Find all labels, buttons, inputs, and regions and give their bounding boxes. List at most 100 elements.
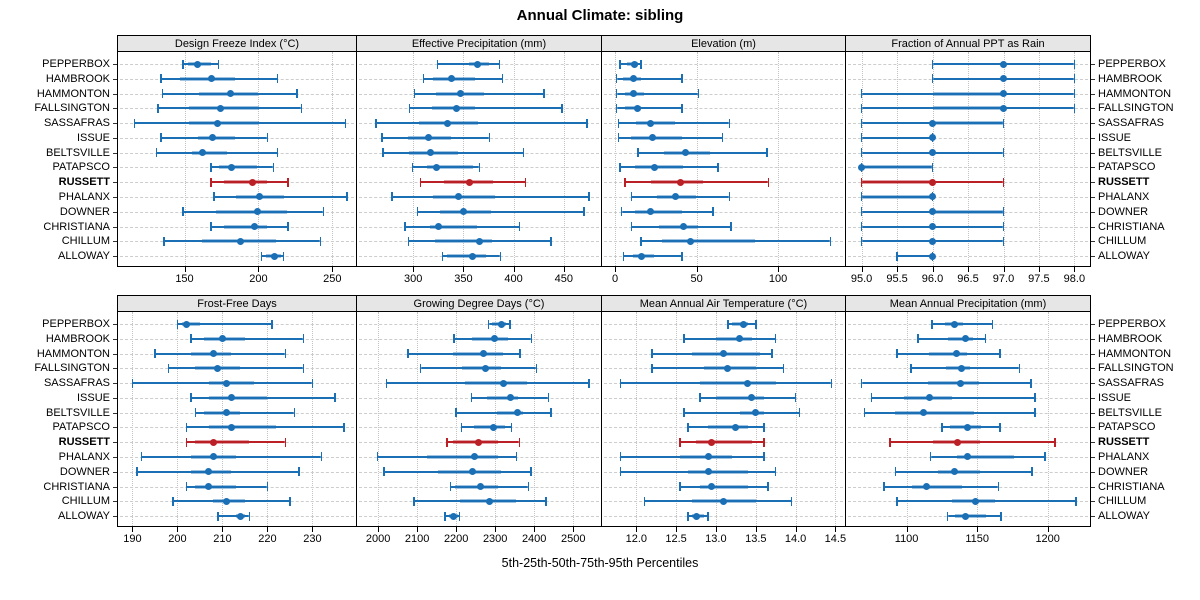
whisker-cap — [302, 363, 305, 373]
whisker-pepperbox — [932, 323, 993, 325]
whisker-christiana — [680, 485, 768, 488]
panel-strip-mean-annual-precipitation-mm-: Mean Annual Precipitation (mm) — [845, 295, 1091, 311]
grid-hline — [604, 516, 843, 517]
whisker-patapsco — [688, 426, 764, 429]
whisker-cap — [860, 118, 863, 128]
whisker-cap — [413, 89, 415, 98]
grid-hline — [604, 64, 843, 65]
whisker-cap — [717, 162, 719, 172]
whisker-cap — [782, 363, 785, 373]
iqr-bar-pepperbox — [731, 322, 748, 326]
whisker-cap — [346, 192, 348, 202]
grid-vline — [932, 52, 934, 266]
whisker-cap — [1018, 363, 1021, 373]
median-dot-phalanx — [471, 453, 478, 461]
iqr-bar-fallsington — [946, 366, 971, 371]
grid-vline — [413, 52, 415, 266]
whisker-cap — [176, 319, 179, 329]
iqr-bar-christiana — [455, 484, 498, 489]
whisker-cap — [161, 89, 164, 98]
whisker-russett — [447, 441, 520, 444]
iqr-bar-phalanx — [861, 194, 933, 199]
whisker-sassafras — [620, 382, 832, 385]
whisker-phalanx — [214, 195, 348, 198]
x-axis-tick-label: 210 — [213, 533, 232, 545]
whisker-cap — [941, 422, 943, 432]
iqr-bar-hammonton — [932, 91, 1004, 96]
whisker-cap — [860, 192, 863, 202]
median-dot-issue — [748, 394, 756, 402]
site-label-right-alloway: ALLOWAY — [1098, 510, 1150, 522]
whisker-downer — [895, 470, 1033, 473]
median-dot-patapsco — [227, 423, 235, 431]
y-axis-tick-left — [113, 383, 117, 385]
y-axis-tick-left — [113, 137, 117, 139]
whisker-cap — [767, 177, 770, 187]
whisker-cap — [1002, 118, 1005, 128]
median-dot-downer — [929, 208, 936, 216]
median-dot-downer — [647, 208, 655, 216]
x-axis-tick — [906, 527, 908, 532]
median-dot-russett — [929, 178, 936, 186]
median-dot-hammonton — [629, 90, 637, 97]
whisker-cap — [683, 408, 685, 418]
whisker-cap — [728, 118, 730, 128]
median-dot-russett — [474, 438, 482, 446]
median-dot-russett — [676, 178, 684, 186]
site-label-left-sassafras: SASSAFRAS — [43, 117, 110, 130]
site-label-left-patapsco: PATAPSCO — [52, 421, 110, 434]
whisker-cap — [298, 467, 300, 477]
whisker-cap — [1075, 496, 1077, 506]
panel-strip-label: Frost-Free Days — [197, 297, 277, 310]
whisker-cap — [519, 349, 521, 358]
median-dot-russett — [708, 438, 716, 446]
median-dot-pepperbox — [631, 60, 639, 68]
site-label-left-hammonton: HAMMONTON — [36, 347, 110, 360]
whisker-cap — [763, 437, 765, 447]
whisker-cap — [1044, 452, 1046, 462]
median-dot-phalanx — [704, 453, 712, 461]
iqr-bar-phalanx — [433, 194, 495, 199]
whisker-cap — [383, 467, 385, 477]
site-label-right-hammonton: HAMMONTON — [1098, 87, 1172, 100]
site-label-right-pepperbox: PEPPERBOX — [1098, 58, 1166, 70]
y-axis-tick-right — [1091, 64, 1095, 65]
median-dot-issue — [227, 394, 235, 402]
whisker-cap — [470, 393, 473, 403]
grid-hline — [848, 167, 1088, 169]
median-dot-christiana — [708, 483, 716, 490]
median-dot-russett — [953, 438, 961, 446]
x-axis-tick-label: 2300 — [482, 533, 508, 545]
site-label-left-chillum: CHILLUM — [61, 235, 110, 248]
grid-vline — [835, 312, 837, 526]
whisker-christiana — [211, 225, 288, 228]
x-axis-tick-label: 95.0 — [850, 273, 873, 285]
median-dot-christiana — [434, 223, 442, 230]
x-axis-tick — [968, 267, 969, 272]
median-dot-sassafras — [213, 119, 221, 127]
whisker-fallsington — [910, 367, 1020, 370]
whisker-cap — [615, 74, 618, 84]
iqr-bar-hambrook — [471, 336, 508, 341]
panel-strip-label: Effective Precipitation (mm) — [411, 37, 547, 50]
y-axis-tick-left — [113, 442, 117, 444]
whisker-cap — [527, 482, 530, 491]
site-label-left-hambrook: HAMBROOK — [45, 72, 110, 85]
median-dot-beltsville — [752, 409, 760, 417]
x-axis-tick-label: 190 — [123, 533, 142, 545]
y-axis-tick-left — [113, 241, 117, 243]
whisker-patapsco — [461, 426, 512, 429]
median-dot-issue — [925, 394, 933, 402]
iqr-bar-phalanx — [957, 454, 1014, 459]
median-dot-hammonton — [209, 350, 217, 357]
grid-hline — [604, 324, 843, 325]
iqr-bar-patapsco — [208, 425, 277, 430]
whisker-cap — [774, 467, 777, 477]
whisker-cap — [619, 162, 621, 172]
whisker-cap — [530, 467, 532, 477]
grid-hline — [120, 64, 354, 65]
whisker-cap — [640, 59, 642, 69]
median-dot-phalanx — [209, 453, 217, 461]
median-dot-sassafras — [443, 119, 451, 127]
whisker-cap — [860, 89, 863, 98]
